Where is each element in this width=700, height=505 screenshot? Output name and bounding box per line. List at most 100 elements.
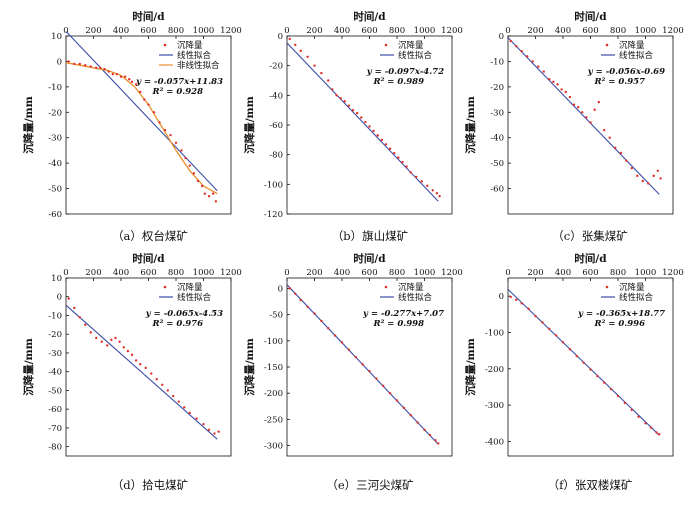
data-point — [111, 72, 114, 76]
legend-label: 线性拟合 — [177, 292, 212, 303]
fit-equation: y = -0.277x+7.07 — [362, 309, 444, 319]
data-point — [372, 129, 375, 133]
data-point — [437, 442, 440, 445]
data-point — [122, 346, 125, 349]
data-point — [299, 49, 302, 53]
chart-panel-3: 0 200 400 600 800 1000 1200 0 -10 -20 -30 -40 -50 -60… — [464, 10, 684, 243]
data-point — [313, 64, 316, 67]
data-point — [630, 408, 633, 412]
x-tick-label: 1000 — [414, 26, 436, 36]
data-point — [630, 167, 633, 170]
data-point — [107, 70, 110, 73]
data-point — [426, 184, 429, 188]
y-tick-label: -70 — [48, 424, 62, 434]
data-point — [207, 195, 211, 198]
y-tick-label: -150 — [264, 363, 283, 373]
y-tick-label: -40 — [269, 91, 283, 101]
data-point — [184, 156, 187, 160]
data-point — [78, 62, 81, 66]
data-point — [331, 88, 334, 91]
data-point — [380, 138, 384, 142]
data-point — [420, 180, 423, 183]
x-tick-label: 800 — [168, 26, 184, 36]
data-point — [581, 111, 584, 114]
legend-label: 沉降量 — [398, 40, 424, 51]
data-point — [652, 174, 655, 178]
panel-caption: （f）张双楼煤矿 — [548, 478, 633, 492]
legend-point-symbol — [605, 43, 609, 47]
data-point — [119, 75, 123, 78]
data-point — [207, 428, 211, 431]
x-tick-label: 200 — [306, 26, 322, 36]
data-point — [95, 336, 98, 340]
data-point — [556, 83, 559, 86]
data-point — [515, 298, 518, 301]
y-tick-label: -200 — [485, 365, 504, 375]
y-tick-label: -20 — [48, 108, 62, 118]
fit-equation: y = -0.065x-4.53 — [145, 309, 223, 319]
data-point — [306, 55, 309, 58]
data-point — [526, 55, 529, 58]
data-point — [115, 72, 119, 76]
y-tick-label: -50 — [48, 386, 62, 396]
data-point — [294, 292, 297, 295]
x-tick-label: 200 — [85, 26, 101, 36]
x-tick-label: 1000 — [635, 268, 657, 278]
y-tick-label: -50 — [490, 159, 504, 169]
y-tick-label: 0 — [278, 32, 283, 42]
data-point — [288, 37, 291, 41]
legend-label: 线性拟合 — [398, 50, 433, 61]
chart-panel-5: 0 200 400 600 800 1000 1200 0 -50 -100 -150 -200 -25… — [243, 252, 463, 492]
data-point — [73, 62, 76, 66]
data-point — [658, 433, 661, 436]
x-tick-label: 400 — [113, 26, 129, 36]
panel-caption: （e）三河尖煤矿 — [326, 478, 413, 492]
data-point — [531, 60, 534, 63]
x-tick-label: 1000 — [193, 26, 215, 36]
y-tick-label: -60 — [48, 210, 62, 220]
x-tick-label: 1200 — [441, 26, 463, 36]
legend-point-symbol — [605, 285, 609, 289]
chart-panel-6: 0 200 400 600 800 1000 1200 0 -100 -200 -300 -400 时间… — [464, 252, 684, 492]
legend-label: 线性拟合 — [619, 50, 654, 61]
linear-fit-line — [286, 42, 439, 202]
data-point — [625, 159, 628, 162]
x-tick-label: 1000 — [414, 268, 436, 278]
data-point — [405, 165, 408, 168]
y-axis-title: 沉降量/mm — [22, 338, 35, 396]
plot-frame — [286, 35, 453, 215]
data-point — [393, 151, 396, 155]
x-tick-label: 400 — [555, 268, 571, 278]
data-point — [568, 348, 572, 351]
x-tick-label: 0 — [284, 26, 289, 36]
data-point — [161, 383, 164, 386]
x-tick-label: 1000 — [635, 26, 657, 36]
data-point — [106, 344, 109, 347]
data-point — [388, 391, 392, 395]
data-point — [548, 78, 551, 81]
plot-frame — [286, 277, 453, 457]
y-tick-label: -40 — [48, 159, 62, 169]
fit-r-squared: R² = 0.928 — [152, 87, 204, 97]
data-point — [355, 111, 359, 115]
data-point — [368, 369, 371, 373]
data-point — [537, 65, 540, 68]
fit-equation: y = -0.056x-0.69 — [587, 67, 665, 77]
y-tick-label: -60 — [490, 185, 504, 195]
data-point — [130, 353, 134, 357]
x-tick-label: 600 — [361, 268, 377, 278]
data-point — [73, 306, 76, 310]
data-point — [126, 349, 130, 353]
fit-equation: y = -0.097x-4.72 — [366, 67, 444, 77]
data-point — [188, 164, 191, 167]
data-point — [589, 368, 592, 371]
data-point — [568, 95, 572, 99]
data-point — [327, 79, 330, 82]
data-point — [608, 136, 611, 139]
data-point — [152, 111, 156, 114]
y-axis-title: 沉降量/mm — [464, 338, 477, 396]
y-tick-label: -10 — [48, 311, 62, 321]
data-point — [195, 417, 198, 420]
data-point — [644, 422, 647, 425]
data-point — [520, 50, 523, 53]
